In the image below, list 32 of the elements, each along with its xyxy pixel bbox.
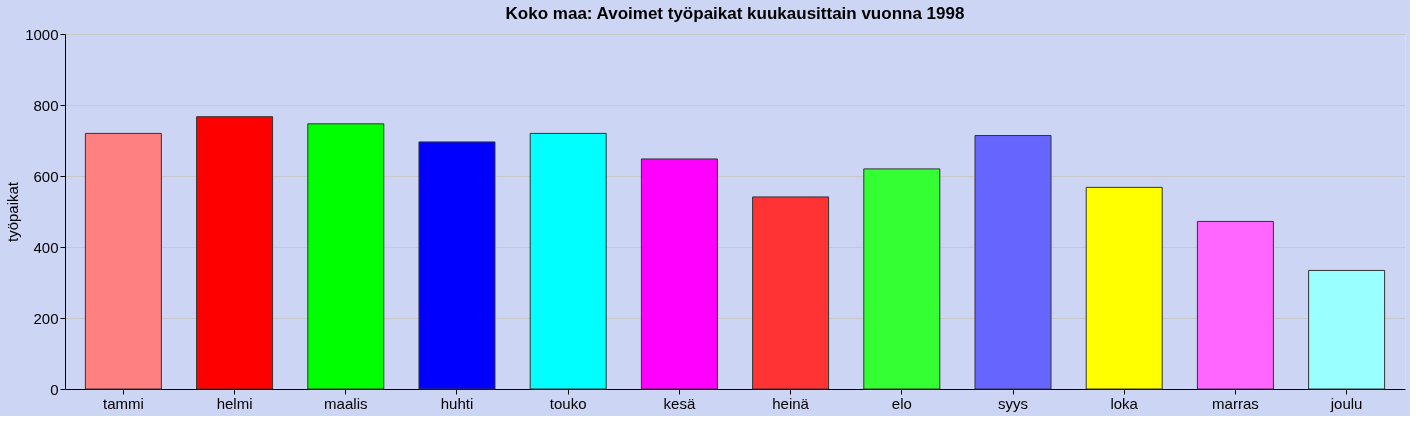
bar <box>640 158 718 390</box>
bar <box>974 135 1052 390</box>
y-tick-label: 200 <box>33 309 59 327</box>
bar <box>84 132 162 390</box>
y-tick-label: 400 <box>33 238 59 256</box>
x-tick-label: loka <box>1110 394 1139 412</box>
y-tick-label: 0 <box>50 380 59 398</box>
bar <box>307 123 385 390</box>
y-tick-label: 600 <box>33 167 59 185</box>
y-tick-label: 1000 <box>25 25 59 43</box>
bar <box>752 196 830 390</box>
x-tick-label: syys <box>998 394 1029 412</box>
x-tick-label: marras <box>1212 394 1259 412</box>
x-tick-label: tammi <box>102 394 144 412</box>
x-tick-label: helmi <box>216 394 253 412</box>
bar <box>418 141 496 390</box>
y-tick-label: 800 <box>33 96 59 114</box>
bar <box>1308 269 1386 390</box>
bar <box>1196 220 1274 390</box>
x-tick-label: heinä <box>772 394 810 412</box>
bar <box>1085 186 1163 390</box>
bar <box>863 168 941 390</box>
x-tick-label: touko <box>549 394 587 412</box>
y-axis-title: työpaikat <box>4 181 22 243</box>
bar <box>529 132 607 390</box>
x-tick-label: kesä <box>663 394 696 412</box>
chart-title: Koko maa: Avoimet työpaikat kuukausittain vuonna 1998 <box>505 4 965 23</box>
x-tick-label: maalis <box>324 394 368 412</box>
x-tick-label: huhti <box>440 394 474 412</box>
x-tick-label: elo <box>891 394 912 412</box>
bar <box>196 116 274 390</box>
x-tick-label: joulu <box>1329 394 1363 412</box>
